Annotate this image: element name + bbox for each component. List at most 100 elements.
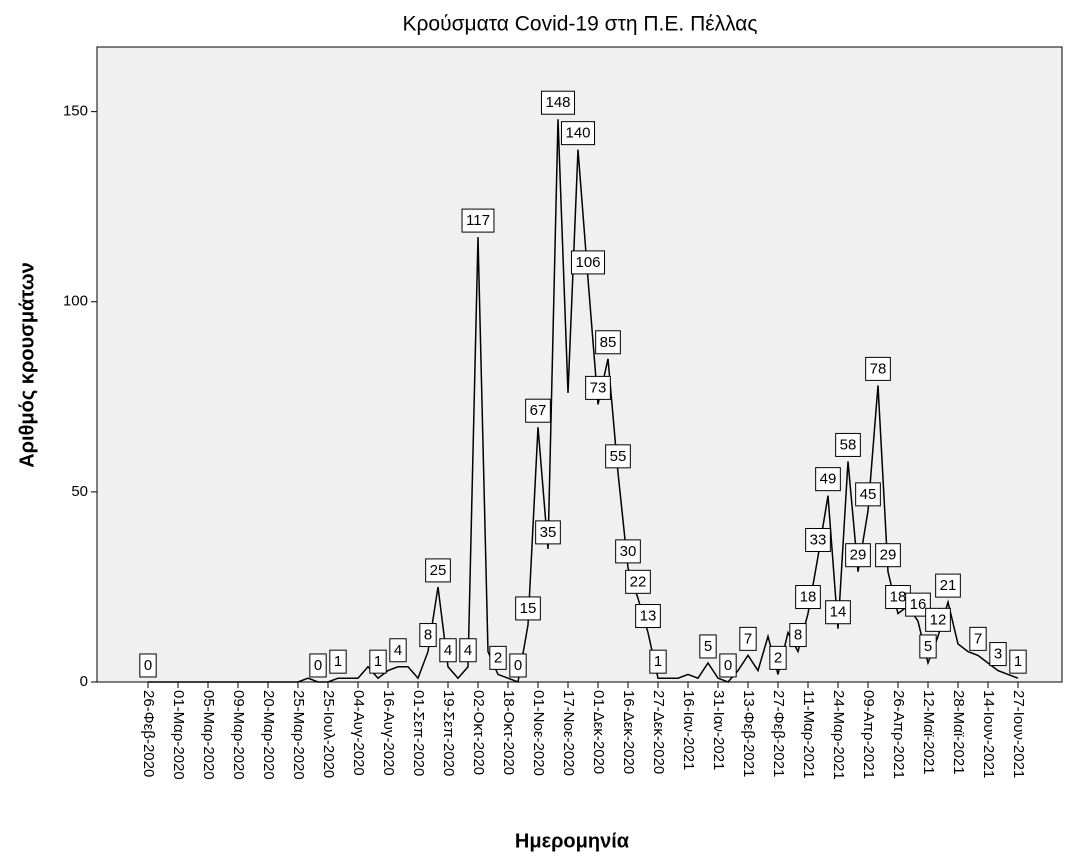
x-tick-label: 09-Απρ-2021 (860, 690, 877, 779)
data-label: 14 (830, 604, 847, 621)
x-tick-label: 16-Αυγ-2020 (380, 690, 397, 776)
data-label-box (989, 642, 1007, 667)
data-label-box (459, 638, 477, 663)
data-label-box (489, 645, 507, 670)
data-label: 16 (910, 596, 927, 613)
y-tick-label: 0 (80, 673, 88, 690)
data-label: 4 (394, 642, 402, 659)
x-tick-label: 02-Οκτ-2020 (470, 690, 487, 775)
data-label: 29 (850, 547, 867, 564)
data-label-box (615, 539, 641, 564)
x-tick-label: 20-Μαρ-2020 (260, 690, 277, 780)
data-label: 2 (774, 649, 782, 666)
data-label: 78 (870, 360, 887, 377)
x-tick-label: 01-Σεπ-2020 (410, 690, 427, 776)
data-label-box (525, 398, 551, 423)
data-label-box (835, 432, 861, 457)
x-tick-label: 27-Ιουν-2021 (1010, 690, 1027, 778)
data-label: 1 (334, 653, 342, 670)
data-label-box (139, 653, 157, 678)
data-label-box (649, 649, 667, 674)
data-label-box (535, 520, 561, 545)
x-tick-label: 09-Μαρ-2020 (230, 690, 247, 780)
x-tick-label: 31-Ιαν-2021 (710, 690, 727, 770)
data-label-box (969, 626, 987, 651)
data-label-box (719, 653, 737, 678)
data-label: 4 (444, 642, 452, 659)
data-label-box (739, 626, 757, 651)
x-tick-label: 18-Οκτ-2020 (500, 690, 517, 775)
y-axis-label: Αριθμός κρουσμάτων (16, 262, 38, 468)
data-label: 85 (600, 334, 617, 351)
data-label: 49 (820, 471, 837, 488)
data-label: 8 (794, 627, 802, 644)
data-label-box (865, 356, 891, 381)
data-label: 140 (565, 125, 590, 142)
data-label-box (625, 569, 651, 594)
data-label: 117 (466, 212, 490, 229)
data-label-box (585, 375, 611, 400)
x-tick-label: 14-Ιουν-2021 (980, 690, 997, 778)
x-tick-label: 27-Φεβ-2021 (770, 690, 787, 777)
data-label: 8 (424, 627, 432, 644)
data-label: 25 (430, 562, 447, 579)
chart-title: Κρούσματα Covid-19 στη Π.Ε. Πέλλας (402, 13, 757, 36)
data-label-box (769, 645, 787, 670)
x-tick-label: 28-Μαϊ-2021 (950, 690, 967, 775)
x-tick-label: 25-Ιουλ-2020 (320, 690, 337, 778)
data-label-box (369, 649, 387, 674)
data-label-box (925, 607, 951, 632)
data-label-box (389, 638, 407, 663)
data-label: 2 (494, 649, 502, 666)
data-label-box (935, 573, 961, 598)
data-label-box (605, 444, 631, 469)
data-label: 33 (810, 531, 827, 548)
data-label-box (795, 585, 821, 610)
data-label-box (815, 467, 841, 492)
data-label: 0 (314, 657, 322, 674)
data-label-box (439, 638, 457, 663)
data-label: 7 (974, 630, 982, 647)
data-label-box (905, 592, 931, 617)
data-label: 0 (724, 657, 732, 674)
data-label: 4 (464, 642, 472, 659)
data-label: 0 (514, 657, 522, 674)
data-label-box (699, 634, 717, 659)
x-tick-label: 12-Μαϊ-2021 (920, 690, 937, 775)
data-label-box (919, 634, 937, 659)
data-label: 5 (704, 638, 712, 655)
plot-area (96, 46, 1063, 683)
data-label: 30 (620, 543, 637, 560)
data-label: 35 (540, 524, 557, 541)
data-label: 55 (610, 448, 627, 465)
data-label: 18 (800, 589, 817, 606)
data-label: 0 (144, 657, 152, 674)
x-tick-label: 13-Φεβ-2021 (740, 690, 757, 777)
data-label-box (461, 208, 495, 233)
data-label: 5 (924, 638, 932, 655)
y-tick-label: 150 (63, 103, 88, 120)
data-label-box (329, 649, 347, 674)
data-label-box (875, 543, 901, 568)
line (148, 119, 1019, 684)
x-tick-label: 01-Δεκ-2020 (590, 690, 607, 774)
x-tick-label: 26-Απρ-2021 (890, 690, 907, 779)
x-tick-label: 16-Δεκ-2020 (620, 690, 637, 774)
data-label-box (515, 596, 541, 621)
x-tick-label: 19-Σεπ-2020 (440, 690, 457, 776)
data-label-box (425, 558, 451, 583)
data-label: 1 (1014, 653, 1022, 670)
data-label: 22 (630, 573, 647, 590)
data-label: 58 (840, 436, 857, 453)
data-label-box (419, 623, 437, 648)
data-label: 3 (994, 646, 1002, 663)
data-label: 7 (744, 630, 752, 647)
data-label: 1 (654, 653, 662, 670)
x-tick-label: 11-Μαρ-2021 (800, 690, 817, 779)
x-tick-label: 27-Δεκ-2020 (650, 690, 667, 774)
x-tick-label: 01-Μαρ-2020 (170, 690, 187, 780)
data-label-box (1009, 649, 1027, 674)
data-label: 29 (880, 547, 897, 564)
data-label: 73 (590, 379, 607, 396)
